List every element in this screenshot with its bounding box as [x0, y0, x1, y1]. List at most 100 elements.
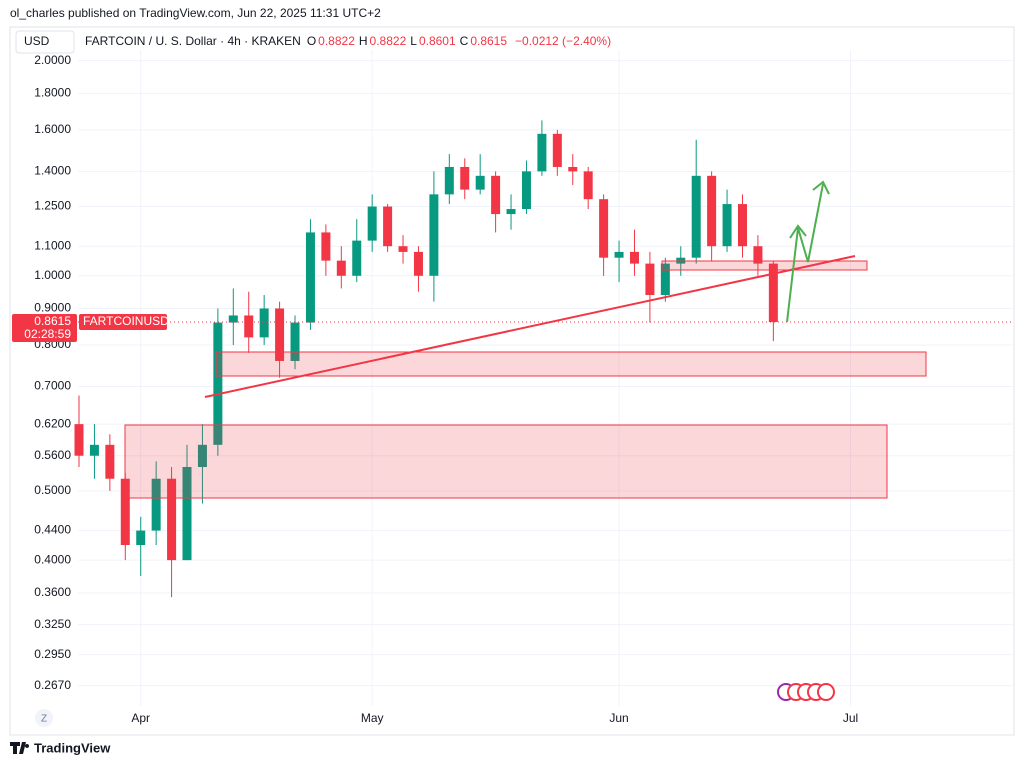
- candle-body: [167, 478, 177, 561]
- candle-body: [244, 315, 254, 338]
- candle-body: [259, 308, 269, 338]
- candle-body: [275, 308, 285, 361]
- candle-body: [89, 444, 99, 456]
- y-tick-label: 0.4400: [34, 523, 71, 537]
- event-icons[interactable]: [777, 683, 835, 701]
- candle-body: [537, 133, 547, 172]
- candle-body: [660, 263, 670, 295]
- x-tick-label: May: [361, 711, 384, 725]
- legend-text: H: [359, 34, 368, 48]
- candle-body: [321, 232, 331, 261]
- candle-body: [568, 166, 578, 172]
- legend-text: C: [460, 34, 469, 48]
- candle-body: [707, 175, 717, 247]
- candle-body: [429, 194, 439, 276]
- candle-body: [105, 444, 115, 479]
- scale-button-label[interactable]: Z: [41, 714, 47, 725]
- legend-text: FARTCOIN / U. S. Dollar · 4h · KRAKEN: [85, 34, 301, 48]
- y-tick-label: 1.4000: [34, 164, 71, 178]
- legend: FARTCOIN / U. S. Dollar · 4h · KRAKEN O 0.…: [85, 34, 611, 48]
- scale-button[interactable]: [35, 709, 53, 727]
- y-tick-label: 0.2670: [34, 678, 71, 692]
- y-tick-label: 2.0000: [34, 53, 71, 67]
- last-price-label: 0.8615: [34, 314, 71, 328]
- y-tick-label: 0.9000: [34, 301, 71, 315]
- candle-body: [305, 232, 315, 323]
- y-tick-label: 0.5000: [34, 483, 71, 497]
- legend-text: L: [410, 34, 417, 48]
- zone: [124, 424, 888, 499]
- candle-body: [228, 315, 238, 323]
- candle-body: [583, 171, 593, 200]
- legend-text: 0.8822: [318, 34, 355, 48]
- y-tick-label: 0.7000: [34, 379, 71, 393]
- x-tick-label: Apr: [131, 711, 150, 725]
- y-tick-label: 0.3600: [34, 585, 71, 599]
- y-tick-label: 0.4000: [34, 552, 71, 566]
- candle-body: [491, 175, 501, 215]
- candle-body: [768, 263, 778, 323]
- currency[interactable]: USD: [24, 34, 50, 48]
- candle-body: [213, 322, 223, 445]
- ticker-tag: [79, 314, 167, 331]
- y-tick-label: 0.3250: [34, 617, 71, 631]
- legend-text: 0.8822: [370, 34, 407, 48]
- candle-body: [398, 246, 408, 252]
- legend-text: 0.8615: [470, 34, 507, 48]
- y-tick-label: 0.2950: [34, 647, 71, 661]
- candle-body: [614, 251, 624, 258]
- candle-body: [521, 171, 531, 210]
- zone: [661, 260, 868, 271]
- countdown: 02:28:59: [24, 327, 71, 341]
- candle-body: [444, 166, 454, 195]
- currency-box[interactable]: [15, 30, 75, 54]
- candle-body: [74, 424, 84, 456]
- candle-body: [367, 206, 377, 241]
- legend-text: O: [307, 34, 316, 48]
- candle-body: [336, 260, 346, 276]
- candle-body: [691, 175, 701, 258]
- ticker: FARTCOINUSD: [83, 314, 169, 328]
- legend-text: 0.8601: [419, 34, 456, 48]
- candle-body: [120, 478, 130, 545]
- y-tick-label: 1.2500: [34, 199, 71, 213]
- y-tick-label: 1.1000: [34, 238, 71, 252]
- candle-body: [290, 322, 300, 361]
- trendline: [204, 255, 856, 398]
- candle-body: [722, 204, 732, 247]
- candle-body: [737, 204, 747, 247]
- candle-body: [629, 251, 639, 264]
- plot: 2.0000 1.8000 1.6000 1.4000 1.2500 1.1000 1.00…: [12, 50, 1014, 725]
- candle-body: [552, 133, 562, 167]
- candle-body: [753, 246, 763, 264]
- projection-arrow: [786, 183, 824, 323]
- candle-body: [151, 478, 161, 531]
- candle-body: [645, 263, 655, 295]
- y-tick-label: 1.0000: [34, 268, 71, 282]
- x-tick-label: Jul: [843, 711, 858, 725]
- y-tick-label: 0.5600: [34, 448, 71, 462]
- candle-body: [136, 530, 146, 545]
- brand-logo: [10, 742, 30, 754]
- candle-body: [197, 444, 207, 468]
- price-tag: [12, 314, 77, 343]
- candle-body: [599, 199, 609, 258]
- publisher: ol_charles published on TradingView.com,…: [10, 6, 381, 20]
- x-tick-label: Jun: [609, 711, 628, 725]
- brand: TradingView: [34, 740, 111, 755]
- legend-text: −0.0212 (−2.40%): [515, 34, 611, 48]
- candle-body: [475, 175, 485, 190]
- chart-frame: [9, 26, 1015, 736]
- y-tick-label: 1.8000: [34, 86, 71, 100]
- y-tick-label: 1.6000: [34, 122, 71, 136]
- candle-body: [383, 206, 393, 247]
- zone: [215, 351, 927, 377]
- candle-body: [506, 209, 516, 215]
- candle-body: [352, 240, 362, 276]
- arrow-head: [812, 180, 830, 195]
- arrow-head: [789, 224, 807, 239]
- candle-body: [413, 251, 423, 276]
- y-tick-label: 0.6200: [34, 416, 71, 430]
